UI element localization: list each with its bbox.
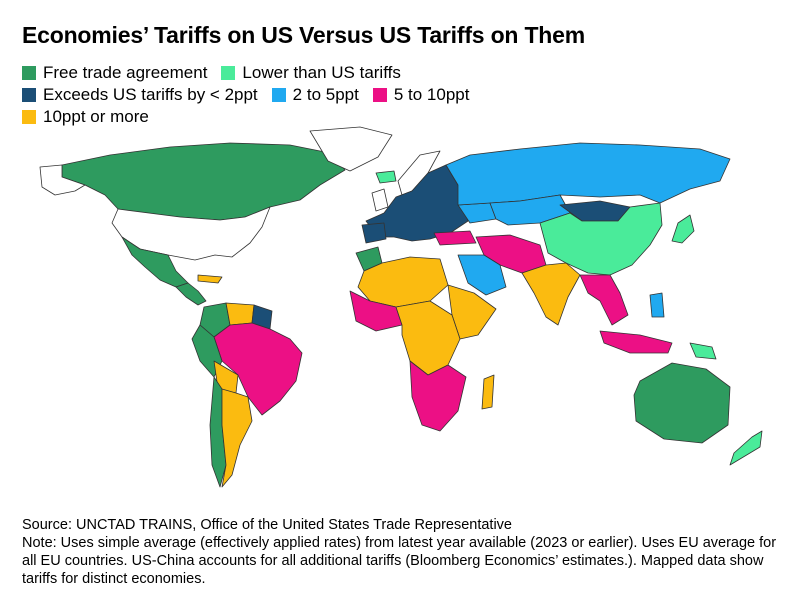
region-philippines: [649, 292, 665, 318]
region-arabia: [457, 254, 507, 296]
legend-swatch: [22, 88, 36, 102]
legend-swatch: [372, 88, 387, 102]
legend-swatch: [221, 66, 236, 80]
footer: Source: UNCTAD TRAINS, Office of the Uni…: [22, 516, 782, 588]
legend-item-free-trade: Free trade agreement: [22, 63, 207, 83]
region-argentina: [221, 388, 253, 488]
region-turkey: [433, 230, 477, 246]
region-india: [521, 262, 581, 326]
region-madagascar: [481, 374, 495, 410]
region-southeast-asia: [579, 274, 629, 326]
source-note: Source: UNCTAD TRAINS, Office of the Uni…: [22, 517, 512, 533]
region-venezuela: [225, 302, 255, 326]
region-uk: [371, 188, 389, 212]
legend-swatch: [22, 110, 36, 124]
region-cuba: [197, 274, 223, 284]
legend: Free trade agreement Lower than US tarif…: [22, 62, 582, 128]
region-iberia: [361, 222, 387, 244]
world-map: [39, 126, 763, 488]
region-central-america: [175, 282, 207, 306]
legend-item-10-plus: 10ppt or more: [22, 107, 149, 127]
region-australia: [633, 362, 731, 444]
region-alaska: [39, 164, 86, 196]
region-greenland: [309, 126, 393, 172]
methodology-note: Note: Uses simple average (effectively a…: [22, 535, 777, 587]
region-canada: [61, 142, 346, 221]
legend-item-5-to-10: 5 to 10ppt: [372, 85, 469, 105]
region-iceland: [375, 170, 397, 184]
region-china: [539, 202, 663, 276]
region-north-africa: [357, 256, 449, 308]
region-central-africa: [395, 300, 461, 376]
region-russia: [445, 142, 731, 206]
legend-item-lower: Lower than US tariffs: [221, 63, 401, 83]
legend-swatch: [271, 88, 286, 102]
region-papua: [689, 342, 717, 360]
region-new-zealand: [729, 430, 763, 466]
map-title: Economies’ Tariffs on US Versus US Tarif…: [22, 22, 586, 48]
legend-item-2-to-5: 2 to 5ppt: [271, 85, 359, 105]
region-indonesia: [599, 330, 673, 354]
legend-item-exceeds-2ppt: Exceeds US tariffs by < 2ppt: [22, 85, 258, 105]
region-southern-africa: [409, 360, 467, 432]
legend-swatch: [22, 66, 36, 80]
region-japan: [671, 214, 695, 244]
